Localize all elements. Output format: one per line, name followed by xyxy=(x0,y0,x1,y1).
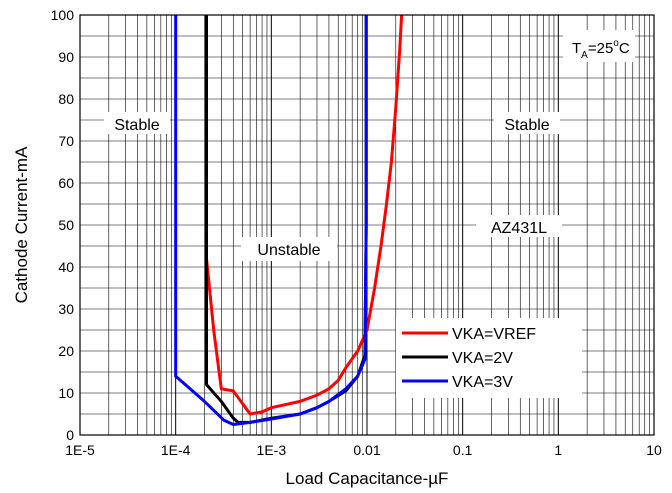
x-tick-label: 1E-3 xyxy=(257,442,287,458)
legend-label-0: VKA=VREF xyxy=(452,326,536,343)
x-axis-label: Load Capacitance-µF xyxy=(286,469,449,488)
y-tick-label: 100 xyxy=(51,7,75,23)
temp-unit: C xyxy=(619,40,630,57)
temperature-label: TA=25oC xyxy=(572,38,630,61)
series-line-0 xyxy=(205,14,404,416)
y-tick-label: 0 xyxy=(66,427,74,443)
x-tick-label: 1 xyxy=(554,442,562,458)
y-tick-label: 40 xyxy=(58,259,74,275)
y-tick-label: 60 xyxy=(58,175,74,191)
annotation-stable-left-text: Stable xyxy=(114,117,159,134)
x-tick-label: 1E-5 xyxy=(65,442,95,458)
annotation-part: AZ431L xyxy=(476,215,562,237)
annotation-temperature: TA=25oC xyxy=(563,30,635,62)
y-tick-label: 10 xyxy=(58,385,74,401)
x-tick-label: 0.1 xyxy=(453,442,473,458)
legend-label-1: VKA=2V xyxy=(452,350,513,367)
temp-value: =25 xyxy=(588,40,613,57)
annotation-unstable: Unstable xyxy=(241,237,337,261)
tick-labels: 1E-5 1E-4 1E-3 0.01 0.1 1 10010203040506070809… xyxy=(51,7,662,458)
temp-degree: o xyxy=(613,38,619,49)
temp-symbol: T xyxy=(572,40,581,57)
annotation-unstable-text: Unstable xyxy=(257,242,320,259)
y-tick-label: 20 xyxy=(58,343,74,359)
x-tick-label: 10 xyxy=(646,442,662,458)
y-tick-label: 80 xyxy=(58,91,74,107)
y-tick-label: 90 xyxy=(58,49,74,65)
y-tick-label: 30 xyxy=(58,301,74,317)
legend: VKA=VREF VKA=2V VKA=3V xyxy=(396,318,582,398)
x-tick-label: 1E-4 xyxy=(161,442,191,458)
annotation-stable-right: Stable xyxy=(494,112,560,134)
annotation-part-text: AZ431L xyxy=(491,220,547,237)
legend-label-2: VKA=3V xyxy=(452,374,513,391)
temp-subscript: A xyxy=(581,50,588,61)
annotation-stable-right-text: Stable xyxy=(504,117,549,134)
annotation-stable-left: Stable xyxy=(104,112,170,134)
y-axis-label: Cathode Current-mA xyxy=(12,146,31,304)
series-lines xyxy=(174,14,404,426)
plot-frame xyxy=(79,14,655,436)
y-tick-label: 70 xyxy=(58,133,74,149)
y-tick-label: 50 xyxy=(58,217,74,233)
series-line-2 xyxy=(174,15,368,426)
x-tick-label: 0.01 xyxy=(353,442,380,458)
